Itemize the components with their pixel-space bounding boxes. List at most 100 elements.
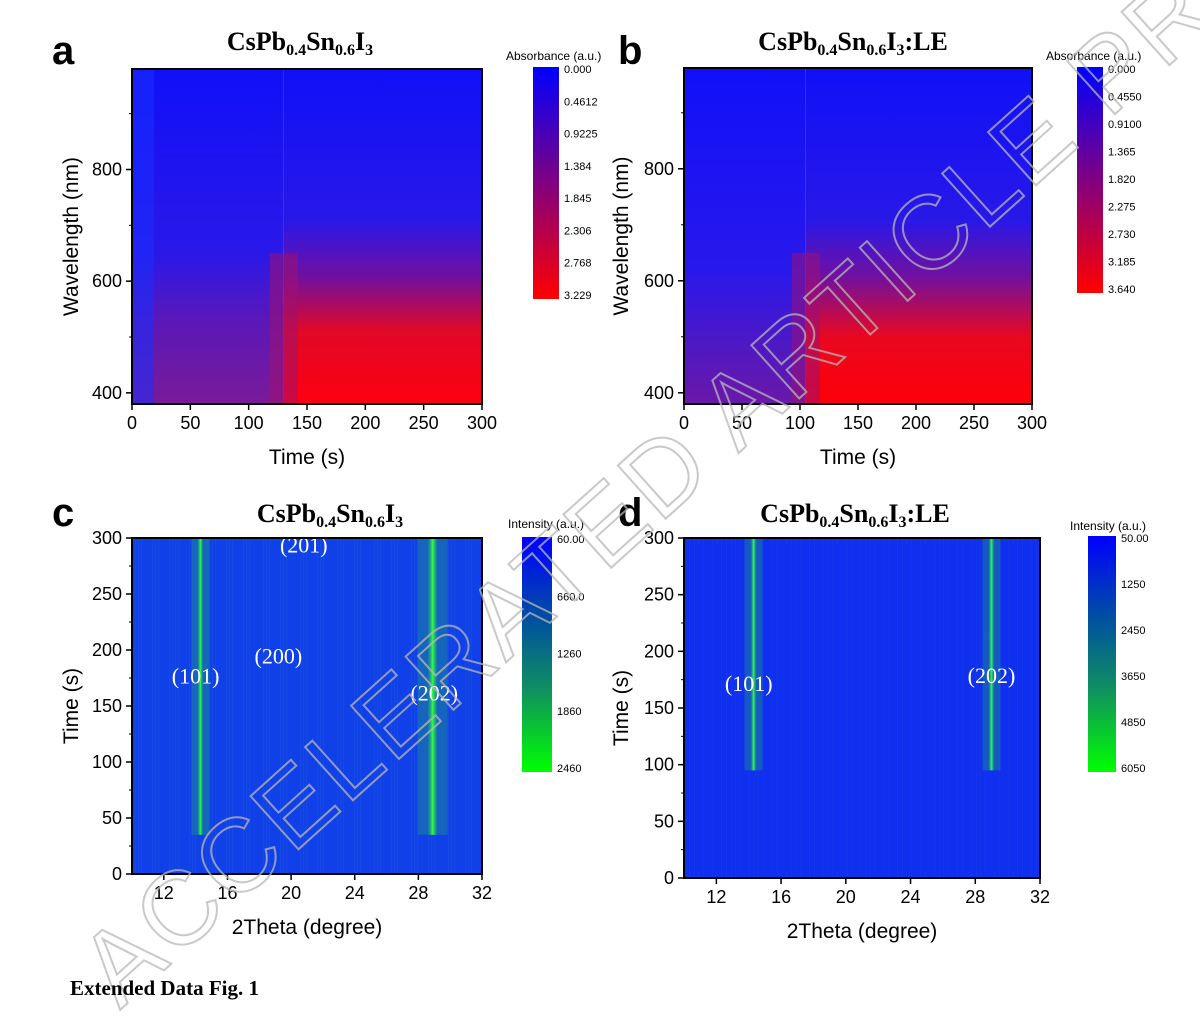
colorbar-label: 0.4612 <box>564 96 598 108</box>
heatmap-striation <box>448 538 450 874</box>
title-part: :LE <box>904 27 947 56</box>
x-tick-label: 0 <box>127 413 137 433</box>
heatmap-striation <box>169 538 171 874</box>
heatmap-background <box>684 538 1040 878</box>
colorbar-title: Intensity (a.u.) <box>1070 519 1146 533</box>
x-axis-label: Time (s) <box>820 446 896 469</box>
heatmap-striation <box>391 538 393 874</box>
title-part: 0.6 <box>365 514 385 531</box>
title-part: 0.4 <box>817 42 837 59</box>
heatmap-region-late <box>805 68 1032 404</box>
heatmap-striation <box>985 538 987 878</box>
colorbar <box>522 537 552 772</box>
x-tick-label: 150 <box>843 413 873 433</box>
heatmap-region-early <box>684 68 806 404</box>
y-tick-label: 150 <box>92 696 122 716</box>
heatmap-striation <box>948 538 950 878</box>
heatmap-striation <box>980 538 982 878</box>
x-tick-label: 12 <box>706 887 726 907</box>
colorbar-label: 1250 <box>1121 579 1145 591</box>
heatmap-striation <box>906 538 908 878</box>
heatmap-striation <box>712 538 714 878</box>
heatmap-transition <box>269 253 298 404</box>
heatmap-striation <box>192 538 194 874</box>
heatmap-striation <box>897 538 899 878</box>
chart-title: CsPb0.4Sn0.6I3 <box>227 27 373 59</box>
colorbar-label: 1.384 <box>564 161 592 173</box>
title-part: CsPb <box>227 27 286 56</box>
heatmap-striation <box>417 538 419 874</box>
title-part: CsPb <box>257 499 316 528</box>
colorbar-label: 0.9225 <box>564 129 598 141</box>
heatmap-striation <box>1008 538 1010 878</box>
heatmap-striation <box>414 538 416 874</box>
peak-annotation: (202) <box>410 680 458 705</box>
heatmap-transition <box>791 252 820 404</box>
heatmap-striation <box>152 538 154 874</box>
x-tick-label: 32 <box>1030 887 1050 907</box>
colorbar-label: 1.845 <box>564 193 592 205</box>
heatmap-striation <box>837 538 839 878</box>
colorbar-title: Intensity (a.u.) <box>508 517 584 531</box>
colorbar-label: 0.000 <box>1108 64 1136 76</box>
title-part: Sn <box>336 499 365 528</box>
x-tick-label: 250 <box>959 413 989 433</box>
heatmap-striation <box>212 538 214 874</box>
heatmap-striation <box>689 538 691 878</box>
heatmap-striation <box>243 538 245 874</box>
heatmap-striation <box>283 538 285 874</box>
heatmap-striation <box>814 538 816 878</box>
heatmap-striation <box>471 538 473 874</box>
heatmap-body <box>132 69 482 404</box>
heatmap-striation <box>411 538 413 874</box>
y-axis-label: Time (s) <box>60 668 83 744</box>
heatmap-striation <box>957 538 959 878</box>
heatmap-striation <box>189 538 191 874</box>
title-part: Sn <box>837 27 866 56</box>
y-tick-label: 200 <box>92 640 122 660</box>
heatmap-striation <box>698 538 700 878</box>
heatmap-body <box>132 538 482 874</box>
x-tick-label: 32 <box>472 883 492 903</box>
peak-annotation: (200) <box>255 643 303 668</box>
heatmap-striation <box>215 538 217 874</box>
peak-line <box>197 538 204 835</box>
heatmap-striation <box>934 538 936 878</box>
title-part: I <box>888 499 898 528</box>
heatmap-striation <box>360 538 362 874</box>
y-tick-label: 800 <box>92 160 122 180</box>
heatmap-striation <box>832 538 834 878</box>
colorbar-label: 50.00 <box>1121 533 1149 545</box>
heatmap-striation <box>468 538 470 874</box>
heatmap-striation <box>141 538 143 874</box>
title-part: 3 <box>395 514 403 531</box>
colorbar-label: 2450 <box>1121 625 1145 637</box>
heatmap-striation <box>828 538 830 878</box>
heatmap-background <box>132 538 482 874</box>
title-part: Sn <box>306 27 335 56</box>
heatmap-striation <box>763 538 765 878</box>
peak-line <box>427 538 438 835</box>
heatmap-striation <box>451 538 453 874</box>
x-axis-label: Time (s) <box>269 446 345 469</box>
title-part: 0.6 <box>335 42 355 59</box>
title-part: 3 <box>365 42 373 59</box>
x-tick-label: 28 <box>408 883 428 903</box>
title-part: Sn <box>839 499 868 528</box>
title-part: 0.6 <box>866 42 886 59</box>
x-tick-label: 28 <box>965 887 985 907</box>
y-axis-label: Wavelength (nm) <box>60 157 83 316</box>
heatmap-striation <box>246 538 248 874</box>
heatmap-striation <box>874 538 876 878</box>
y-tick-label: 800 <box>644 159 674 179</box>
heatmap-striation <box>172 538 174 874</box>
colorbar-label: 1260 <box>557 649 581 661</box>
heatmap-striation <box>976 538 978 878</box>
colorbar <box>1088 536 1116 772</box>
x-tick-label: 24 <box>345 883 365 903</box>
colorbar-label: 660.0 <box>557 591 585 603</box>
y-tick-label: 100 <box>92 752 122 772</box>
heatmap-striation <box>138 538 140 874</box>
